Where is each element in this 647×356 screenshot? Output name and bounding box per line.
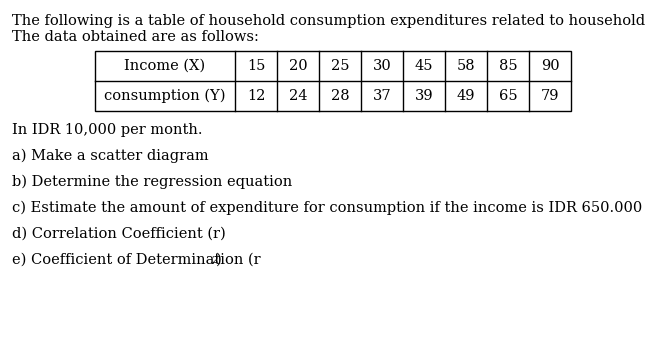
Text: 15: 15 xyxy=(247,59,265,73)
Text: 79: 79 xyxy=(541,89,559,103)
Text: 90: 90 xyxy=(541,59,559,73)
Text: 28: 28 xyxy=(331,89,349,103)
Text: 24: 24 xyxy=(289,89,307,103)
Text: 37: 37 xyxy=(373,89,391,103)
Text: 58: 58 xyxy=(457,59,476,73)
Text: 2: 2 xyxy=(211,256,217,265)
Text: 45: 45 xyxy=(415,59,433,73)
Text: 39: 39 xyxy=(415,89,433,103)
Text: d) Correlation Coefficient (r): d) Correlation Coefficient (r) xyxy=(12,227,226,241)
Text: ): ) xyxy=(216,253,222,267)
Bar xyxy=(95,51,571,111)
Text: 20: 20 xyxy=(289,59,307,73)
Text: The following is a table of household consumption expenditures related to househ: The following is a table of household co… xyxy=(12,14,647,28)
Text: The data obtained are as follows:: The data obtained are as follows: xyxy=(12,30,259,44)
Text: a) Make a scatter diagram: a) Make a scatter diagram xyxy=(12,149,208,163)
Text: c) Estimate the amount of expenditure for consumption if the income is IDR 650.0: c) Estimate the amount of expenditure fo… xyxy=(12,201,642,215)
Text: In IDR 10,000 per month.: In IDR 10,000 per month. xyxy=(12,123,203,137)
Text: 85: 85 xyxy=(499,59,518,73)
Text: 49: 49 xyxy=(457,89,476,103)
Text: 25: 25 xyxy=(331,59,349,73)
Text: 30: 30 xyxy=(373,59,391,73)
Text: b) Determine the regression equation: b) Determine the regression equation xyxy=(12,175,292,189)
Text: e) Coefficient of Determination (r: e) Coefficient of Determination (r xyxy=(12,253,261,267)
Text: Income (X): Income (X) xyxy=(124,59,206,73)
Text: 65: 65 xyxy=(499,89,518,103)
Text: 12: 12 xyxy=(247,89,265,103)
Text: consumption (Y): consumption (Y) xyxy=(104,89,226,103)
